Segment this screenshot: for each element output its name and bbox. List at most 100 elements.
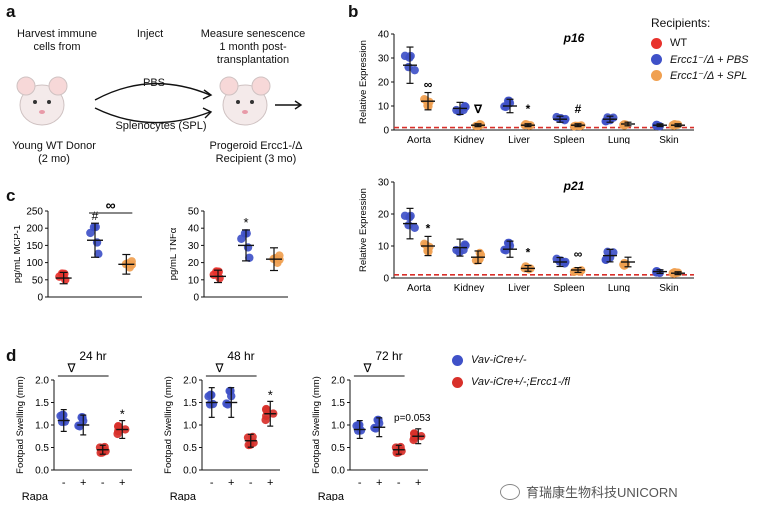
y-tick-label: 1.0 (331, 421, 345, 432)
x-tick-label: Liver (508, 283, 530, 292)
y-tick-label: 30 (378, 54, 390, 65)
significance-mark: * (526, 245, 531, 259)
chart-title: p16 (563, 31, 585, 45)
y-axis-label: Relative Expression (358, 40, 369, 124)
significance-mark: * (243, 215, 248, 230)
y-tick-label: 40 (188, 224, 200, 235)
significance-mark: # (92, 209, 99, 223)
data-point (601, 255, 610, 264)
data-point (370, 423, 379, 433)
recipient-mouse-icon (219, 76, 271, 126)
significance-mark: ∇ (215, 361, 225, 375)
legend-dot (651, 69, 662, 81)
data-point (57, 417, 67, 427)
y-tick-label: 0.0 (183, 466, 197, 477)
y-tick-label: 50 (32, 275, 44, 286)
x-tick-label: Lung (608, 135, 630, 144)
data-point (55, 272, 64, 281)
rapa-sign: - (358, 477, 362, 489)
legend-b-item-pbs: Ercc1⁻/Δ + PBS (651, 51, 749, 67)
significance-mark: ∇ (67, 361, 77, 375)
data-point (222, 399, 231, 408)
y-axis-label: Footpad Swelling (mm) (163, 376, 174, 474)
significance-mark: * (426, 221, 431, 235)
y-tick-label: 0 (383, 274, 389, 285)
data-point (460, 240, 469, 249)
y-tick-label: 150 (26, 241, 43, 252)
y-axis-label: pg/mL MCP-1 (14, 225, 23, 283)
legend-dot (452, 376, 463, 388)
chart-fs48: 0.0 0.5 1.0 1.5 2.0 Footpad Swelling (mm) 48 h… (163, 349, 280, 501)
recipient-label-2: Recipient (3 mo) (215, 153, 297, 165)
y-axis-label: pg/mL TNFα (170, 227, 179, 280)
legend-label: Vav-iCre+/-;Ercc1-/fl (471, 376, 570, 388)
y-tick-label: 1.5 (183, 398, 197, 409)
legend-label: Ercc1⁻/Δ + SPL (670, 69, 748, 82)
y-tick-label: 0.5 (35, 443, 49, 454)
x-tick-label: Kidney (454, 283, 485, 292)
step1-text: Harvest immune cells from (16, 28, 98, 53)
rapa-sign: + (267, 477, 273, 489)
rapa-sign: - (101, 477, 105, 489)
rapa-sign: - (249, 477, 253, 489)
y-tick-label: 0.0 (331, 466, 345, 477)
legend-d-item-ercc1: Vav-iCre+/-;Ercc1-/fl (452, 374, 570, 390)
data-point (113, 429, 122, 439)
chart-p21: 0 10 20 30 Relative Expression p21 Aorta * Kidne… (358, 178, 694, 292)
legend-b: Recipients: WT Ercc1⁻/Δ + PBS Ercc1⁻/Δ +… (651, 15, 749, 83)
panel-d-letter: d (6, 346, 17, 365)
data-point (353, 426, 363, 435)
x-tick-label: Kidney (454, 135, 485, 144)
x-tick-label: Liver (508, 135, 530, 144)
legend-dot (452, 354, 463, 366)
y-tick-label: 20 (378, 210, 390, 221)
y-tick-label: 1.5 (35, 398, 49, 409)
x-tick-label: Skin (659, 135, 678, 144)
y-tick-label: 1.5 (331, 398, 345, 409)
y-tick-label: 1.0 (183, 421, 197, 432)
y-tick-label: 2.0 (35, 376, 49, 387)
y-tick-label: 30 (378, 178, 390, 189)
y-tick-label: 100 (26, 258, 43, 269)
data-point (113, 421, 123, 431)
rapa-sign: - (397, 477, 401, 489)
chart-fs72: 0.0 0.5 1.0 1.5 2.0 Footpad Swelling (mm) 72 h… (311, 349, 431, 501)
significance-mark: * (268, 387, 273, 402)
y-tick-label: 2.0 (183, 376, 197, 387)
data-point (237, 234, 246, 243)
legend-d: Vav-iCre+/- Vav-iCre+/-;Ercc1-/fl (452, 352, 570, 390)
pbs-arrow (94, 83, 211, 101)
watermark-text: 育瑞康生物科技UNICORN (526, 485, 678, 500)
y-tick-label: 30 (188, 241, 200, 252)
rapa-sign: + (80, 477, 86, 489)
data-point (86, 228, 95, 238)
rapa-sign: - (62, 477, 66, 489)
data-point (619, 120, 628, 130)
y-tick-label: 50 (188, 207, 200, 218)
step3-text: Measure senescence 1 month post- transpl… (200, 28, 306, 66)
y-tick-label: 0 (193, 293, 199, 304)
x-tick-label: Spleen (553, 283, 584, 292)
y-tick-label: 0.5 (331, 443, 345, 454)
data-point (524, 265, 534, 274)
significance-mark: * (526, 102, 531, 116)
y-tick-label: 0 (383, 126, 389, 137)
x-tick-label: Aorta (407, 283, 431, 292)
y-tick-label: 0 (37, 293, 43, 304)
y-tick-label: 0.0 (35, 466, 49, 477)
x-tick-label: Spleen (553, 135, 584, 144)
donor-mouse-icon (16, 76, 68, 126)
significance-mark: ∞ (424, 78, 433, 92)
y-axis-label: Relative Expression (358, 188, 369, 272)
legend-dot (651, 37, 662, 49)
rapa-sign: + (228, 477, 234, 489)
legend-b-item-wt: WT (651, 35, 749, 51)
spl-arrow (94, 107, 211, 124)
significance-mark: * (120, 407, 125, 422)
spl-label: Splenocytes (SPL) (115, 120, 207, 132)
y-tick-label: 10 (378, 102, 390, 113)
x-tick-label: Skin (659, 283, 678, 292)
y-tick-label: 250 (26, 207, 43, 218)
significance-mark: ∇ (474, 102, 483, 116)
chart-title: 24 hr (79, 349, 106, 363)
